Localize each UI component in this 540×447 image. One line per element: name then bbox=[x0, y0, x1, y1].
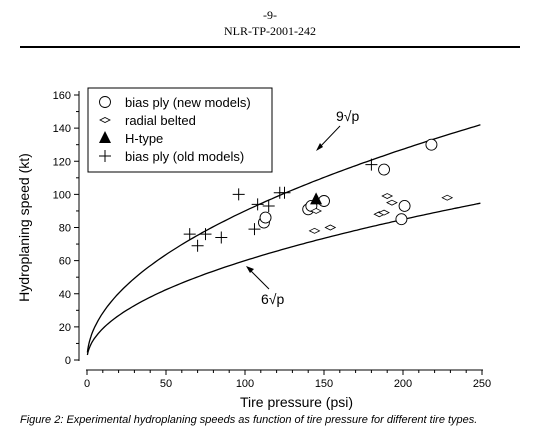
arrowhead-9-sqrt-p bbox=[316, 143, 323, 151]
data-point-plus bbox=[215, 231, 228, 244]
data-point-plus bbox=[183, 228, 196, 241]
data-point-triangle bbox=[310, 192, 323, 205]
y-tick-label: 20 bbox=[59, 322, 71, 334]
legend-marker-plus bbox=[99, 150, 111, 162]
annotation-6-sqrt-p: 6√p bbox=[261, 291, 284, 307]
arrow-9-sqrt-p bbox=[317, 125, 341, 150]
page-number: -9- bbox=[263, 8, 277, 22]
x-tick-label: 150 bbox=[315, 378, 333, 390]
y-axis-label: Hydroplaning speed (kt) bbox=[16, 153, 32, 302]
data-point-circle bbox=[398, 200, 411, 212]
curve-6-sqrt-p bbox=[86, 202, 481, 356]
y-tick-label: 140 bbox=[53, 123, 71, 135]
legend-label: bias ply (new models) bbox=[125, 95, 251, 110]
legend-box bbox=[87, 87, 273, 173]
y-tick-label: 40 bbox=[59, 289, 71, 301]
data-point-diamond bbox=[310, 207, 322, 214]
data-point-diamond bbox=[308, 227, 321, 234]
y-tick-label: 100 bbox=[53, 189, 71, 201]
data-point-circle bbox=[378, 163, 390, 176]
x-tick-label: 200 bbox=[394, 378, 412, 390]
legend-label: bias ply (old models) bbox=[125, 149, 244, 164]
hydroplaning-chart: 0 20 40 60 80 100 120 140 160 0 50 100 150 200 250 Tire… bbox=[16, 87, 491, 410]
data-point-plus bbox=[248, 223, 261, 236]
data-point-diamond bbox=[386, 199, 398, 206]
legend-label: radial belted bbox=[125, 113, 196, 128]
x-axis-label: Tire pressure (psi) bbox=[240, 394, 353, 410]
data-point-plus bbox=[262, 199, 275, 212]
x-tick-label: 250 bbox=[473, 378, 491, 390]
data-point-plus bbox=[191, 239, 204, 252]
y-tick-label: 120 bbox=[53, 156, 71, 168]
x-tick-label: 0 bbox=[84, 378, 90, 390]
data-point-circle bbox=[259, 211, 272, 224]
figure-caption: Figure 2: Experimental hydroplaning spee… bbox=[20, 414, 478, 426]
legend-marker-diamond bbox=[99, 117, 111, 123]
legend-marker-triangle bbox=[99, 131, 111, 143]
data-point-diamond bbox=[441, 194, 454, 201]
data-point-circle bbox=[395, 213, 408, 226]
data-point-diamond bbox=[378, 209, 390, 216]
data-point-diamond bbox=[381, 193, 394, 199]
y-tick-label: 0 bbox=[65, 355, 71, 367]
x-tick-label: 50 bbox=[160, 378, 172, 390]
header-rule bbox=[20, 46, 520, 48]
y-tick-label: 80 bbox=[59, 223, 71, 235]
x-tick-label: 100 bbox=[236, 378, 254, 390]
legend-marker-circle bbox=[99, 96, 111, 108]
arrowhead-6-sqrt-p bbox=[246, 266, 254, 273]
data-point-diamond bbox=[324, 224, 337, 231]
data-point-plus bbox=[278, 186, 291, 199]
data-point-plus bbox=[365, 158, 378, 171]
y-tick-label: 160 bbox=[53, 90, 71, 102]
data-point-plus bbox=[199, 228, 212, 241]
y-tick-label: 60 bbox=[59, 256, 71, 268]
document-id: NLR-TP-2001-242 bbox=[224, 24, 316, 38]
annotation-9-sqrt-p: 9√p bbox=[336, 108, 359, 124]
data-point-plus bbox=[251, 198, 264, 211]
data-point-plus bbox=[232, 188, 245, 201]
data-point-circle bbox=[425, 138, 438, 151]
legend-label: H-type bbox=[125, 131, 163, 146]
